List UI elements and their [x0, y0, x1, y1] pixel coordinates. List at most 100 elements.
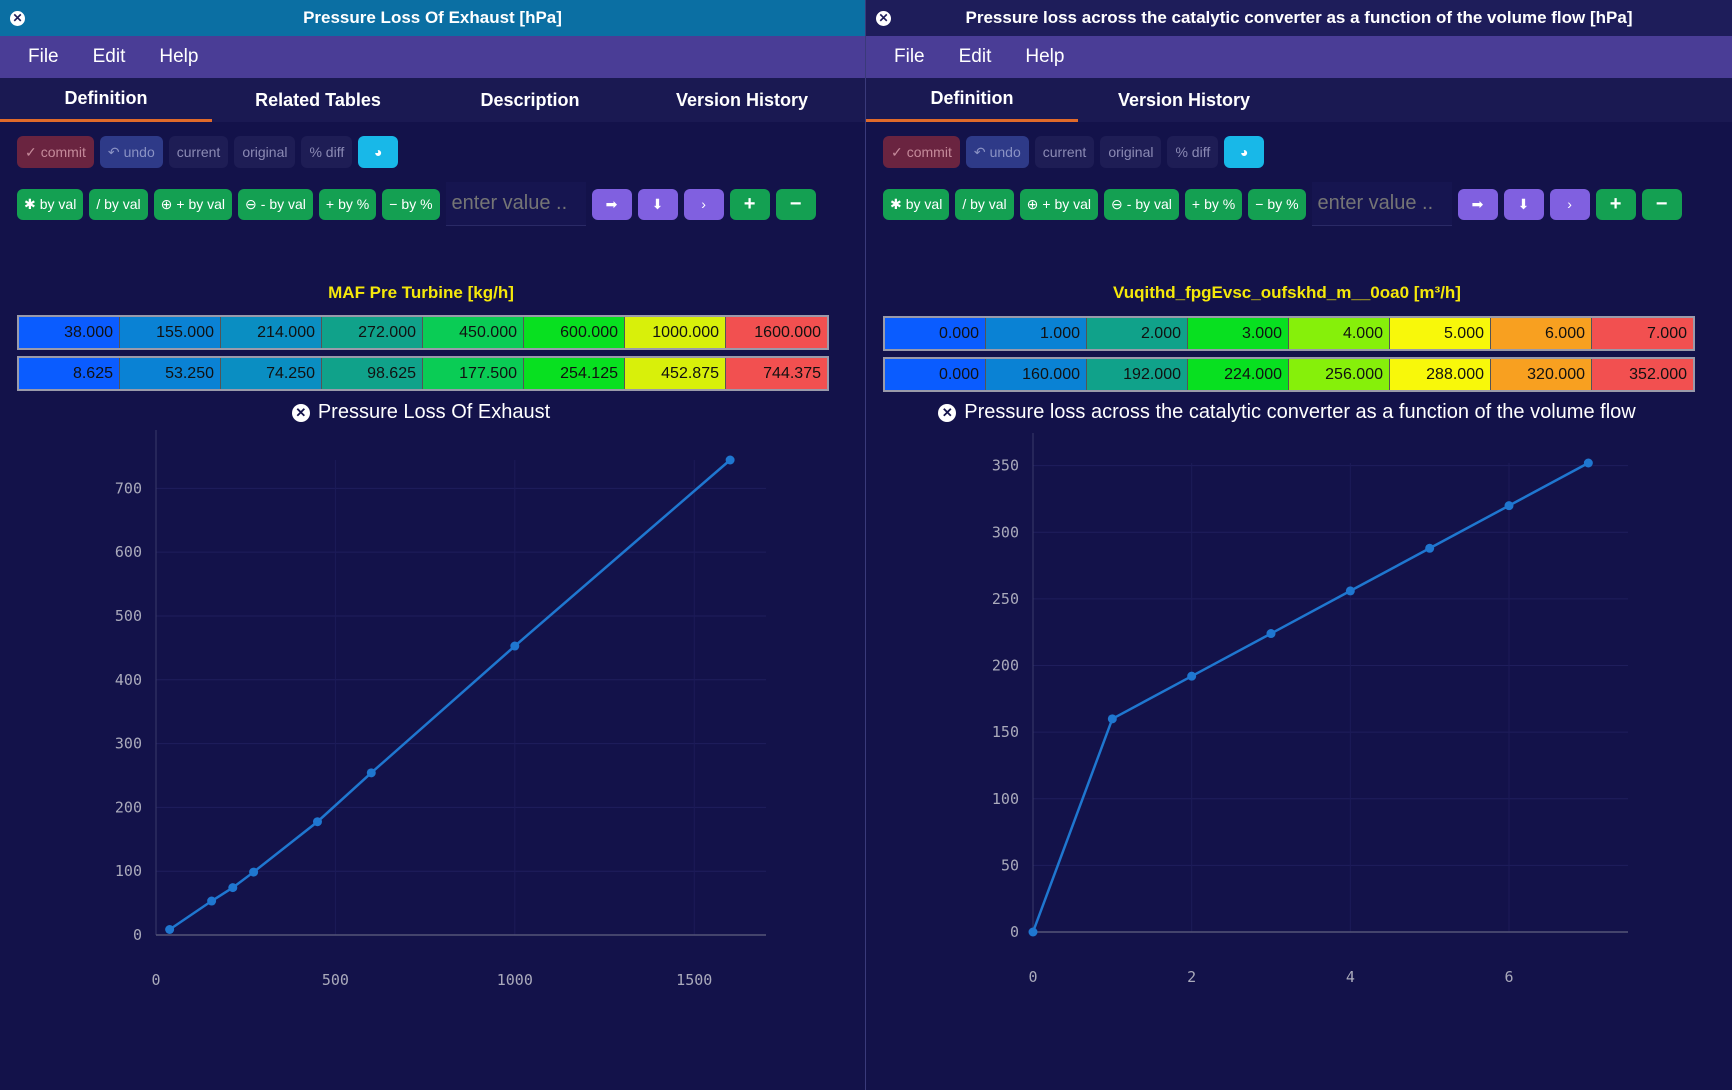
- table-cell[interactable]: 155.000: [120, 317, 221, 348]
- table-cell[interactable]: 0.000: [885, 318, 986, 349]
- table-cell[interactable]: 177.500: [423, 358, 524, 389]
- tab-version-history[interactable]: Version History: [1117, 89, 1251, 110]
- pie-chart-icon[interactable]: ◕: [1224, 136, 1265, 168]
- multiply-by-value-button[interactable]: ✱ by val: [883, 188, 950, 220]
- value-input[interactable]: [1311, 182, 1452, 226]
- current-button[interactable]: current: [168, 136, 229, 168]
- table-cell[interactable]: 744.375: [726, 358, 827, 389]
- close-icon[interactable]: ✕: [10, 11, 25, 26]
- y-tick-label: 700: [115, 479, 142, 497]
- y-tick-label: 50: [1001, 856, 1019, 874]
- x-axis-title: Vuqithd_fpgEvsc_oufskhd_m__0oa0 [m³/h]: [1113, 283, 1461, 302]
- menu-edit[interactable]: Edit: [958, 46, 992, 67]
- table-cell[interactable]: 8.625: [19, 358, 120, 389]
- divide-by-value-button[interactable]: / by val: [89, 188, 148, 220]
- pct-diff-button[interactable]: % diff: [1167, 136, 1219, 168]
- table-cell[interactable]: 450.000: [423, 317, 524, 348]
- menu-help[interactable]: Help: [1025, 46, 1065, 67]
- x-tick-label: 2: [1187, 968, 1196, 986]
- chevron-right-icon[interactable]: ›: [683, 188, 724, 220]
- table-cell[interactable]: 0.000: [885, 359, 986, 390]
- commit-button[interactable]: ✓ commit: [17, 136, 94, 168]
- table-cell[interactable]: 320.000: [1491, 359, 1592, 390]
- increment-button[interactable]: +: [729, 188, 770, 220]
- table-cell[interactable]: 452.875: [625, 358, 726, 389]
- decrement-button[interactable]: −: [1641, 188, 1682, 220]
- table-cell[interactable]: 256.000: [1289, 359, 1390, 390]
- add-by-percent-button[interactable]: + by %: [318, 188, 377, 220]
- subtract-by-value-button[interactable]: ⊖ - by val: [238, 188, 313, 220]
- data-point: [1345, 586, 1355, 596]
- undo-button[interactable]: ↶ undo: [965, 136, 1029, 168]
- current-button[interactable]: current: [1034, 136, 1095, 168]
- table-cell[interactable]: 214.000: [221, 317, 322, 348]
- table-cell[interactable]: 254.125: [524, 358, 625, 389]
- line-chart: 0 100 200 300 400 500 600 700 0 500 1000 1500: [115, 430, 766, 989]
- arrow-down-icon[interactable]: ⬇: [1503, 188, 1544, 220]
- minus-circle-icon: ⊖: [245, 195, 257, 212]
- add-by-value-button[interactable]: ⊕ + by val: [153, 188, 233, 220]
- tab-bar: Definition Related Tables Description Ve…: [0, 78, 865, 122]
- table-cell[interactable]: 5.000: [1390, 318, 1491, 349]
- chevron-right-icon[interactable]: ›: [1549, 188, 1590, 220]
- close-icon[interactable]: ✕: [938, 403, 957, 422]
- table-cell[interactable]: 74.250: [221, 358, 322, 389]
- title-bar: ✕ Pressure Loss Of Exhaust [hPa]: [0, 0, 865, 36]
- data-point: [1266, 629, 1276, 639]
- tab-version-history[interactable]: Version History: [675, 89, 809, 110]
- decrement-button[interactable]: −: [775, 188, 816, 220]
- tab-description[interactable]: Description: [480, 89, 580, 110]
- y-tick-label: 0: [133, 926, 142, 944]
- menu-file[interactable]: File: [894, 46, 925, 67]
- table-cell[interactable]: 1000.000: [625, 317, 726, 348]
- original-button[interactable]: original: [1100, 136, 1162, 168]
- add-by-value-button[interactable]: ⊕ + by val: [1019, 188, 1099, 220]
- table-cell[interactable]: 98.625: [322, 358, 423, 389]
- table-cell[interactable]: 7.000: [1592, 318, 1693, 349]
- arrow-right-icon[interactable]: ➡: [591, 188, 632, 220]
- menu-edit[interactable]: Edit: [92, 46, 126, 67]
- table-cell[interactable]: 160.000: [986, 359, 1087, 390]
- commit-button[interactable]: ✓ commit: [883, 136, 960, 168]
- table-cell[interactable]: 1.000: [986, 318, 1087, 349]
- increment-button[interactable]: +: [1595, 188, 1636, 220]
- subtract-by-percent-button[interactable]: − by %: [382, 188, 440, 220]
- table-cell[interactable]: 4.000: [1289, 318, 1390, 349]
- subtract-by-percent-button[interactable]: − by %: [1248, 188, 1306, 220]
- table-cell[interactable]: 224.000: [1188, 359, 1289, 390]
- table-cell[interactable]: 38.000: [19, 317, 120, 348]
- value-input[interactable]: [445, 182, 586, 226]
- table-cell[interactable]: 6.000: [1491, 318, 1592, 349]
- table-cell[interactable]: 192.000: [1087, 359, 1188, 390]
- y-values-row: 0.000 160.000 192.000 224.000 256.000 288.000…: [883, 357, 1695, 392]
- table-cell[interactable]: 1600.000: [726, 317, 827, 348]
- close-icon[interactable]: ✕: [291, 403, 310, 422]
- arrow-down-icon[interactable]: ⬇: [637, 188, 678, 220]
- menu-help[interactable]: Help: [159, 46, 199, 67]
- pct-diff-button[interactable]: % diff: [301, 136, 353, 168]
- add-by-percent-button[interactable]: + by %: [1184, 188, 1243, 220]
- tab-definition[interactable]: Definition: [0, 78, 212, 122]
- x-tick-label: 4: [1346, 968, 1355, 986]
- table-cell[interactable]: 2.000: [1087, 318, 1188, 349]
- table-cell[interactable]: 272.000: [322, 317, 423, 348]
- table-cell[interactable]: 600.000: [524, 317, 625, 348]
- tab-related-tables[interactable]: Related Tables: [255, 89, 381, 110]
- table-cell[interactable]: 352.000: [1592, 359, 1693, 390]
- multiply-by-value-button[interactable]: ✱ by val: [17, 188, 84, 220]
- undo-button[interactable]: ↶ undo: [99, 136, 163, 168]
- subtract-by-value-button[interactable]: ⊖ - by val: [1104, 188, 1179, 220]
- arrow-right-icon[interactable]: ➡: [1457, 188, 1498, 220]
- data-point: [366, 768, 376, 778]
- divide-by-value-button[interactable]: / by val: [955, 188, 1014, 220]
- pie-chart-icon[interactable]: ◕: [358, 136, 399, 168]
- close-icon[interactable]: ✕: [876, 11, 891, 26]
- data-point: [249, 867, 259, 877]
- tab-definition[interactable]: Definition: [866, 78, 1078, 122]
- table-cell[interactable]: 288.000: [1390, 359, 1491, 390]
- table-cell[interactable]: 53.250: [120, 358, 221, 389]
- menu-file[interactable]: File: [28, 46, 59, 67]
- original-button[interactable]: original: [234, 136, 296, 168]
- table-cell[interactable]: 3.000: [1188, 318, 1289, 349]
- data-point: [1504, 501, 1514, 511]
